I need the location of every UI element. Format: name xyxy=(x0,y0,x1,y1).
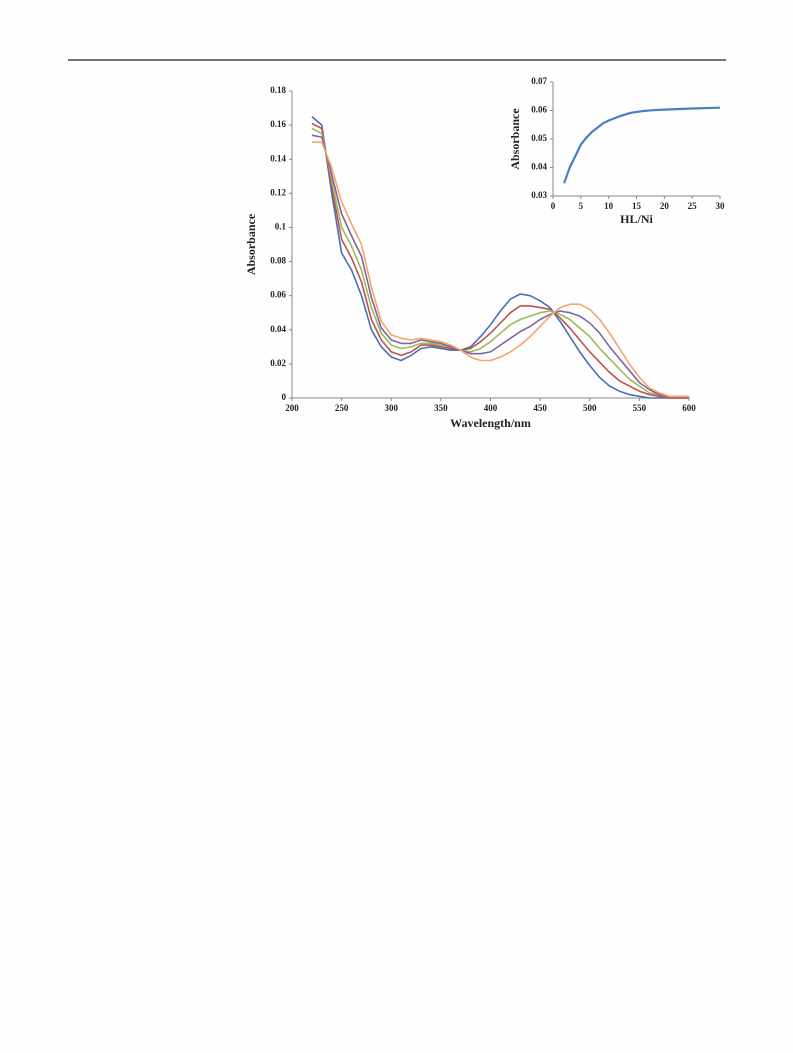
x-tick-label: 10 xyxy=(604,201,614,211)
x-tick-label: 15 xyxy=(632,201,642,211)
x-tick-label: 25 xyxy=(688,201,698,211)
y-tick-label: 0.12 xyxy=(270,187,286,197)
x-tick-label: 450 xyxy=(533,403,547,413)
x-tick-label: 20 xyxy=(660,201,670,211)
y-tick-label: 0.05 xyxy=(531,133,547,143)
y-tick-label: 0.04 xyxy=(531,162,547,172)
y-tick-label: 0 xyxy=(282,392,287,402)
x-tick-label: 200 xyxy=(285,403,299,413)
x-tick-label: 550 xyxy=(633,403,647,413)
x-tick-label: 350 xyxy=(434,403,448,413)
y-axis-label: Absorbance xyxy=(244,213,258,275)
y-tick-label: 0.06 xyxy=(270,290,286,300)
y-tick-label: 0.04 xyxy=(270,324,286,334)
series-line xyxy=(311,115,689,399)
x-tick-label: 600 xyxy=(682,403,696,413)
y-tick-label: 0.03 xyxy=(531,190,547,200)
y-tick-label: 0.02 xyxy=(270,358,286,368)
series-line xyxy=(311,141,689,398)
y-tick-label: 0.08 xyxy=(270,256,286,266)
x-tick-label: 400 xyxy=(484,403,498,413)
x-tick-label: 250 xyxy=(335,403,349,413)
x-tick-label: 5 xyxy=(579,201,584,211)
x-tick-label: 300 xyxy=(385,403,399,413)
x-tick-label: 500 xyxy=(583,403,597,413)
series-line xyxy=(311,134,689,398)
series-line xyxy=(311,127,689,398)
x-axis-label: Wavelength/nm xyxy=(450,416,531,430)
y-tick-label: 0.14 xyxy=(270,153,286,163)
x-tick-label: 30 xyxy=(716,201,726,211)
y-tick-label: 0.06 xyxy=(531,105,547,115)
y-tick-label: 0.1 xyxy=(275,222,287,232)
series-line xyxy=(563,106,721,184)
x-tick-label: 0 xyxy=(551,201,556,211)
series-line xyxy=(311,122,689,399)
y-tick-label: 0.07 xyxy=(531,76,547,86)
y-tick-label: 0.16 xyxy=(270,119,286,129)
x-axis-label: HL/Ni xyxy=(620,212,653,226)
y-axis-label: Absorbance xyxy=(508,108,522,170)
y-tick-label: 0.18 xyxy=(270,85,286,95)
